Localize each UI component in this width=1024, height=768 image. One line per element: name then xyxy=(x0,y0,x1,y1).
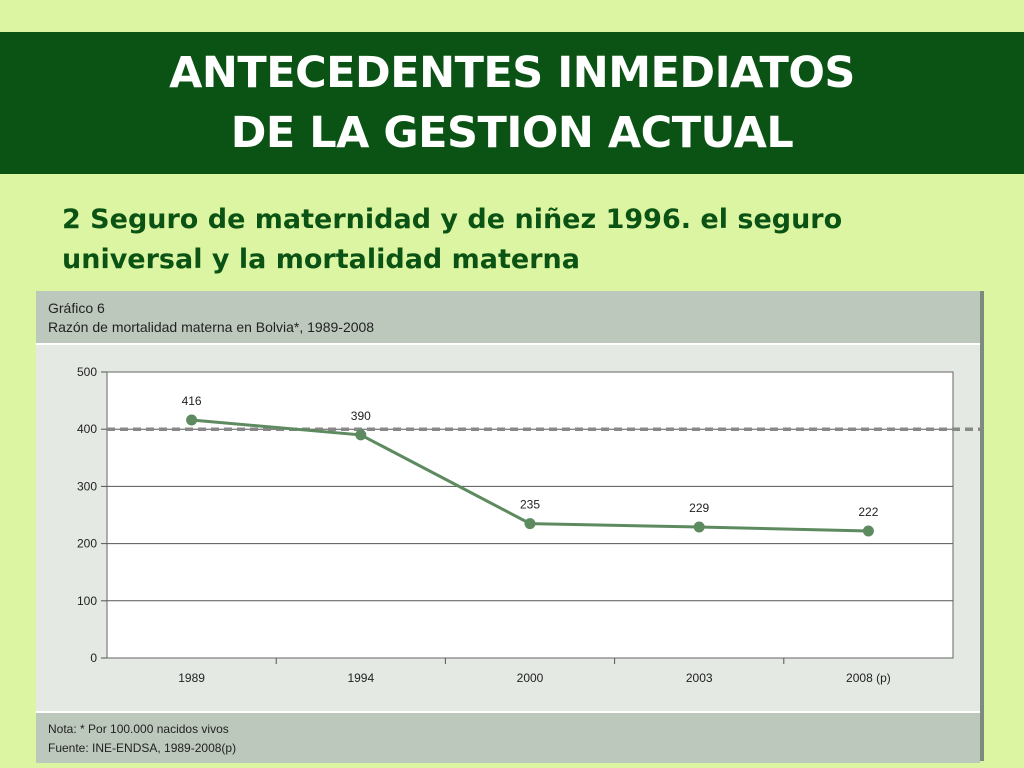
data-point xyxy=(355,429,367,441)
data-point xyxy=(524,518,536,530)
data-label: 416 xyxy=(182,394,202,408)
slide-title-line-2: DE LA GESTION ACTUAL xyxy=(230,108,794,158)
data-point xyxy=(186,414,198,426)
data-label: 222 xyxy=(858,505,878,519)
x-tick-label: 2008 (p) xyxy=(846,671,891,685)
chart-footer: Nota: * Por 100.000 nacidos vivos Fuente… xyxy=(36,711,980,763)
x-tick-label: 1994 xyxy=(347,671,374,685)
chart-note: Nota: * Por 100.000 nacidos vivos xyxy=(48,722,229,736)
chart-right-edge xyxy=(980,291,984,761)
x-tick-label: 1989 xyxy=(178,671,205,685)
data-point xyxy=(862,525,874,537)
plot-area xyxy=(106,371,954,659)
chart-number: Gráfico 6 xyxy=(48,300,105,316)
slide-subtitle: 2 Seguro de maternidad y de niñez 1996. … xyxy=(62,200,942,280)
y-tick-label: 500 xyxy=(77,365,97,379)
y-tick-label: 200 xyxy=(77,537,97,551)
data-point xyxy=(693,521,705,533)
chart-source: Fuente: INE-ENDSA, 1989-2008(p) xyxy=(48,741,237,755)
chart-figure: Gráfico 6 Razón de mortalidad materna en… xyxy=(36,291,984,763)
y-tick-label: 400 xyxy=(77,422,97,436)
chart-header: Gráfico 6 Razón de mortalidad materna en… xyxy=(36,291,980,345)
x-tick-label: 2000 xyxy=(517,671,544,685)
data-label: 390 xyxy=(351,409,371,423)
slide-title-line-1: ANTECEDENTES INMEDIATOS xyxy=(169,48,855,98)
y-tick-label: 300 xyxy=(77,479,97,493)
data-label: 229 xyxy=(689,501,709,515)
title-banner: ANTECEDENTES INMEDIATOS DE LA GESTION AC… xyxy=(0,32,1024,174)
line-chart: 0 100 200 300 400 500 1989 1994 2000 2003 2008 (p)… xyxy=(77,365,980,685)
y-tick-label: 100 xyxy=(77,594,97,608)
chart-title: Razón de mortalidad materna en Bolvia*, … xyxy=(48,319,375,335)
subtitle-line-2: universal y la mortalidad materna xyxy=(62,244,580,275)
x-tick-label: 2003 xyxy=(686,671,713,685)
subtitle-line-1: 2 Seguro de maternidad y de niñez 1996. … xyxy=(62,204,843,235)
y-tick-label: 0 xyxy=(90,651,97,665)
data-label: 235 xyxy=(520,498,540,512)
